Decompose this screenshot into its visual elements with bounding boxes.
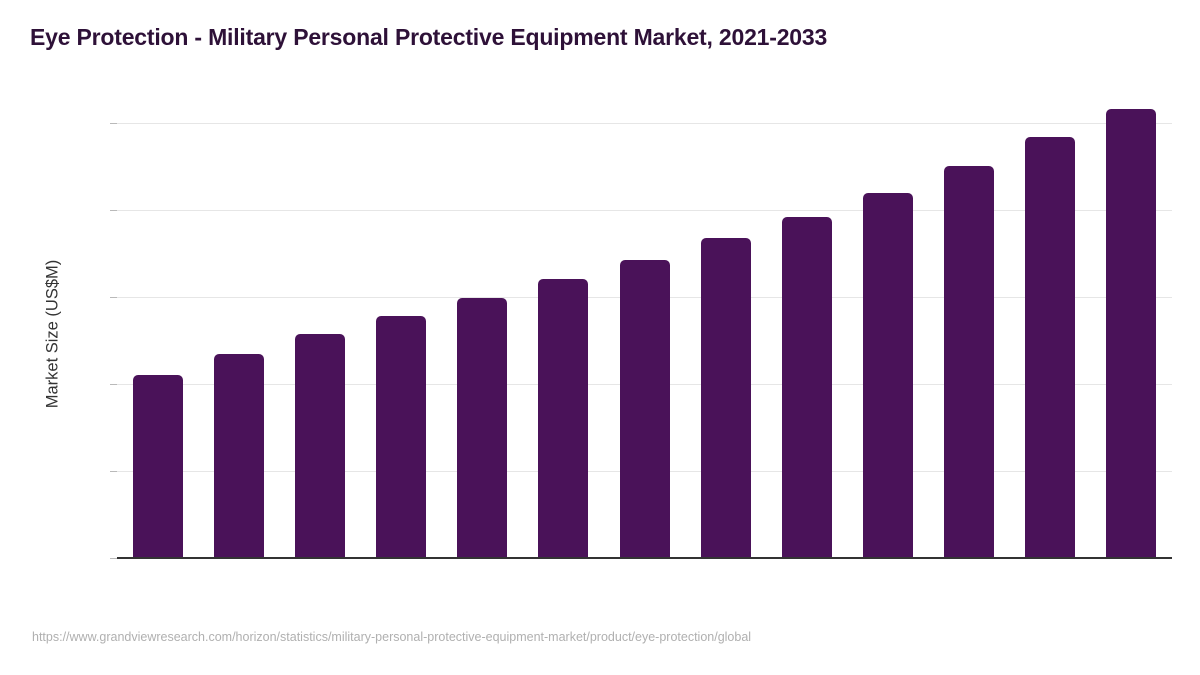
- bar[interactable]: [294, 333, 345, 558]
- y-axis-title: Market Size (US$M): [43, 259, 62, 409]
- bar[interactable]: [1106, 109, 1157, 558]
- plot-area: 05001000150020002500 Market Size (US$M) …: [44, 109, 1172, 559]
- y-tick-mark: [110, 123, 117, 124]
- bar[interactable]: [862, 193, 913, 558]
- page-title: Eye Protection - Military Personal Prote…: [30, 24, 828, 50]
- bar[interactable]: [376, 315, 427, 558]
- bar[interactable]: [457, 297, 508, 558]
- y-tick-mark: [110, 297, 117, 298]
- bar[interactable]: [1025, 137, 1076, 558]
- bar[interactable]: [781, 217, 832, 558]
- x-axis-line: [117, 557, 1172, 559]
- bar[interactable]: [700, 238, 751, 558]
- bar[interactable]: [619, 259, 670, 558]
- bar[interactable]: [132, 374, 183, 558]
- y-tick-mark: [110, 384, 117, 385]
- bar[interactable]: [538, 278, 589, 558]
- source-url-caption: https://www.grandviewresearch.com/horizo…: [32, 630, 752, 644]
- bar[interactable]: [213, 354, 264, 558]
- gridline: [117, 210, 1172, 211]
- y-tick-mark: [110, 558, 117, 559]
- y-tick-mark: [110, 210, 117, 211]
- y-tick-mark: [110, 471, 117, 472]
- gridline: [117, 123, 1172, 124]
- bar[interactable]: [944, 165, 995, 558]
